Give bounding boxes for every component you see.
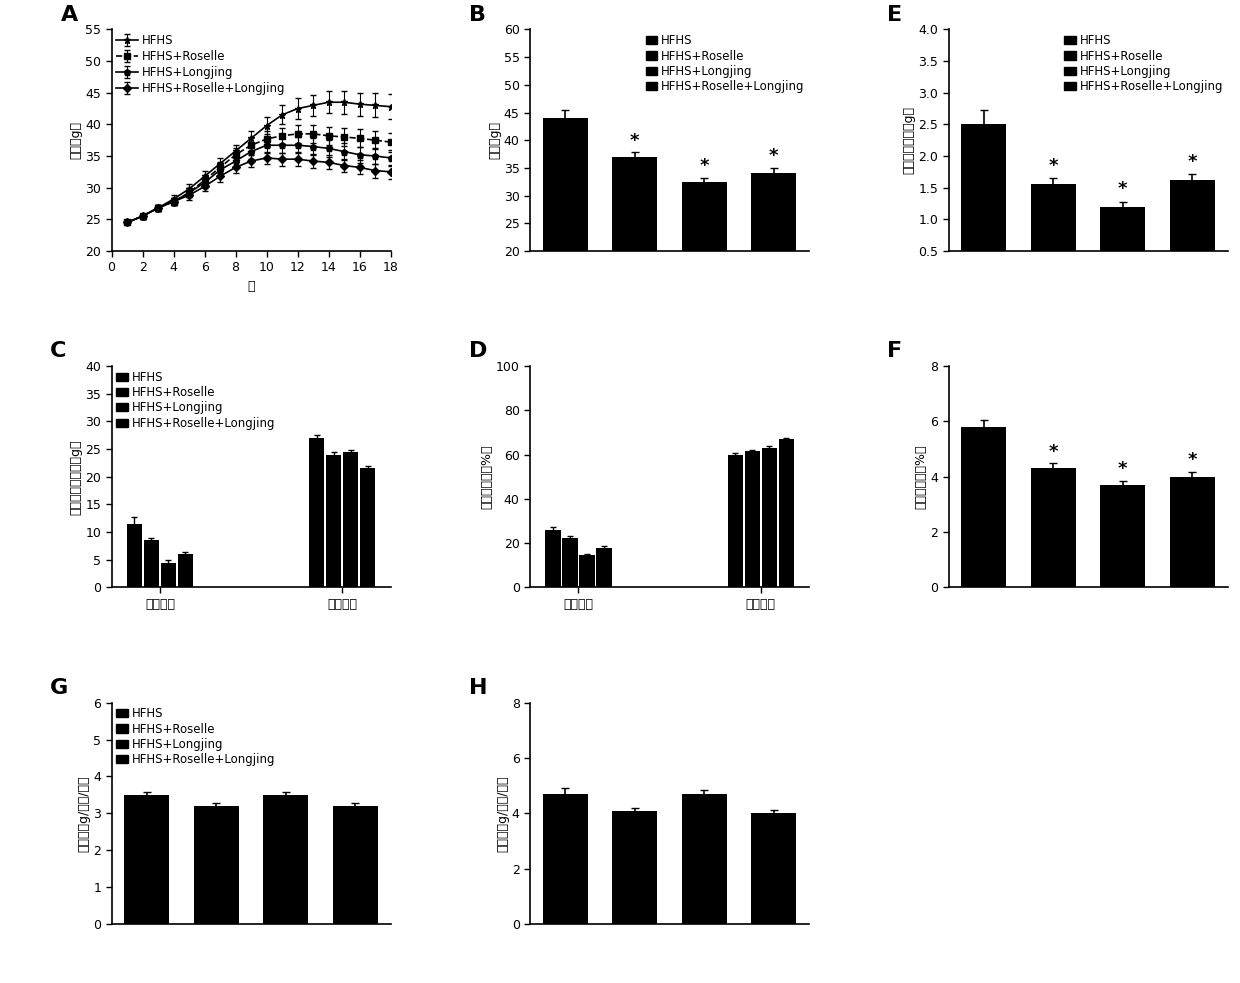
Text: G: G bbox=[50, 677, 68, 698]
Y-axis label: 进食量（g/小鼠/天）: 进食量（g/小鼠/天） bbox=[77, 775, 91, 851]
Legend: HFHS, HFHS+Roselle, HFHS+Longjing, HFHS+Roselle+Longjing: HFHS, HFHS+Roselle, HFHS+Longjing, HFHS+… bbox=[115, 706, 277, 768]
Text: *: * bbox=[1049, 442, 1058, 461]
X-axis label: 周: 周 bbox=[247, 280, 255, 293]
Bar bbox=[751, 173, 796, 362]
Bar bbox=[682, 794, 727, 924]
Bar bbox=[562, 538, 578, 588]
Text: H: H bbox=[469, 677, 487, 698]
Bar bbox=[126, 524, 143, 588]
Text: *: * bbox=[1118, 181, 1127, 199]
Text: E: E bbox=[888, 5, 903, 25]
Bar bbox=[779, 439, 794, 588]
Bar bbox=[613, 157, 657, 362]
Bar bbox=[177, 554, 193, 588]
Text: *: * bbox=[1049, 157, 1058, 175]
Bar bbox=[682, 182, 727, 362]
Legend: HFHS, HFHS+Roselle, HFHS+Longjing, HFHS+Roselle+Longjing: HFHS, HFHS+Roselle, HFHS+Longjing, HFHS+… bbox=[115, 33, 286, 96]
Legend: HFHS, HFHS+Roselle, HFHS+Longjing, HFHS+Roselle+Longjing: HFHS, HFHS+Roselle, HFHS+Longjing, HFHS+… bbox=[645, 33, 806, 94]
Bar bbox=[961, 427, 1007, 588]
Y-axis label: 蘸羊脂肪重量（g）: 蘸羊脂肪重量（g） bbox=[903, 106, 915, 174]
Text: A: A bbox=[61, 5, 78, 25]
Legend: HFHS, HFHS+Roselle, HFHS+Longjing, HFHS+Roselle+Longjing: HFHS, HFHS+Roselle, HFHS+Longjing, HFHS+… bbox=[1063, 33, 1224, 94]
Bar bbox=[343, 452, 358, 588]
Text: D: D bbox=[469, 341, 487, 361]
Bar bbox=[728, 454, 743, 588]
Bar bbox=[1100, 485, 1146, 588]
Bar bbox=[144, 541, 159, 588]
Text: *: * bbox=[769, 147, 779, 165]
Y-axis label: 体重（g）: 体重（g） bbox=[69, 121, 82, 159]
Bar bbox=[193, 806, 239, 924]
Bar bbox=[596, 548, 611, 588]
Text: *: * bbox=[1188, 152, 1197, 171]
Bar bbox=[961, 125, 1007, 282]
Bar bbox=[1169, 180, 1215, 282]
Text: *: * bbox=[699, 157, 709, 175]
Y-axis label: 占体重比例（%）: 占体重比例（%） bbox=[480, 444, 494, 509]
Text: *: * bbox=[1118, 460, 1127, 478]
Bar bbox=[745, 451, 760, 588]
Bar bbox=[543, 118, 588, 362]
Y-axis label: 体重（g）: 体重（g） bbox=[487, 121, 501, 159]
Bar bbox=[1030, 469, 1076, 588]
Bar bbox=[751, 813, 796, 924]
Bar bbox=[1100, 206, 1146, 282]
Bar bbox=[1030, 185, 1076, 282]
Bar bbox=[360, 469, 376, 588]
Text: *: * bbox=[1188, 451, 1197, 469]
Bar bbox=[546, 530, 560, 588]
Text: C: C bbox=[50, 341, 67, 361]
Bar bbox=[309, 438, 325, 588]
Text: F: F bbox=[888, 341, 903, 361]
Bar bbox=[263, 795, 309, 924]
Text: B: B bbox=[469, 5, 486, 25]
Bar bbox=[1169, 477, 1215, 588]
Y-axis label: 占体重比例（%）: 占体重比例（%） bbox=[914, 444, 928, 509]
Bar bbox=[326, 454, 341, 588]
Y-axis label: 脂肪和瘦肉重量（g）: 脂肪和瘦肉重量（g） bbox=[69, 439, 83, 514]
Bar bbox=[761, 448, 777, 588]
Bar bbox=[543, 794, 588, 924]
Text: *: * bbox=[630, 132, 640, 149]
Legend: HFHS, HFHS+Roselle, HFHS+Longjing, HFHS+Roselle+Longjing: HFHS, HFHS+Roselle, HFHS+Longjing, HFHS+… bbox=[115, 370, 277, 431]
Bar bbox=[161, 562, 176, 588]
Y-axis label: 饮水量（g/小鼠/天）: 饮水量（g/小鼠/天） bbox=[496, 775, 508, 851]
Bar bbox=[124, 795, 170, 924]
Bar bbox=[332, 806, 378, 924]
Bar bbox=[613, 811, 657, 924]
Bar bbox=[579, 555, 594, 588]
